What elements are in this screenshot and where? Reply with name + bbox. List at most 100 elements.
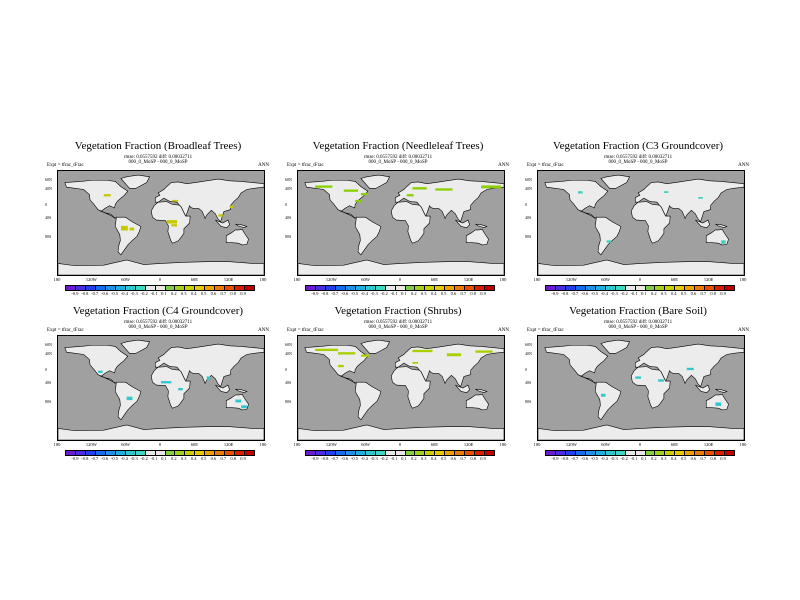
colorbar-swatch	[546, 286, 556, 290]
difference-patch	[578, 191, 583, 194]
colorbar-label: 0.5	[200, 456, 207, 461]
colorbar-swatch	[135, 451, 146, 455]
colorbar-swatch	[105, 286, 116, 290]
colorbar-labels: -0.9 -0.8 -0.7 -0.6 -0.5 -0.4 -0.3 -0.2 -0.1 0.1 0…	[305, 456, 493, 462]
panel-season: ANN	[498, 163, 509, 168]
colorbar-swatch	[145, 451, 156, 455]
colorbar-label: 0.4	[430, 291, 437, 296]
land-mass	[114, 216, 142, 256]
lon-tick-label: 180	[259, 442, 267, 447]
colorbar-label: 0.1	[401, 291, 407, 296]
panel-expt-center: 000_0_MoSP - 000_0_MoSP	[128, 160, 188, 165]
colorbar-swatch	[405, 286, 416, 290]
colorbar-label: 0.9	[240, 456, 246, 461]
lat-tick-label: 40S	[525, 380, 532, 386]
colorbar-swatch	[215, 451, 226, 455]
colorbar-label: 0.3	[660, 456, 667, 461]
colorbar-swatch	[225, 286, 236, 290]
colorbar-label: -0.9	[71, 291, 79, 296]
lon-tick-label: 120W	[565, 277, 577, 282]
land-mass	[304, 179, 369, 219]
lon-tick-label: 60W	[361, 277, 371, 282]
difference-patch	[446, 353, 462, 357]
colorbar-swatch	[335, 451, 346, 455]
colorbar-label: -0.5	[350, 456, 359, 461]
world-map	[538, 174, 744, 275]
colorbar-label: -0.1	[630, 456, 638, 461]
lat-tick-label: 40N	[285, 351, 292, 357]
lon-tick-label: 180	[259, 277, 267, 282]
colorbar-swatch	[355, 286, 366, 290]
colorbar-swatch	[105, 451, 116, 455]
colorbar-swatch	[655, 286, 666, 290]
panel-season: ANN	[738, 328, 749, 333]
colorbar-swatch	[485, 286, 495, 290]
colorbar-swatch	[475, 451, 486, 455]
colorbar-labels: -0.9 -0.8 -0.7 -0.6 -0.5 -0.4 -0.3 -0.2 -0.1 0.1 0…	[545, 456, 733, 462]
lon-tick-label: 60W	[121, 277, 131, 282]
lat-tick-label: 0	[525, 366, 527, 372]
lon-tick-label: 120E	[223, 442, 234, 447]
difference-patch	[206, 376, 211, 380]
difference-patch	[658, 379, 664, 382]
colorbar-swatch	[405, 451, 416, 455]
lat-tick-label: 0	[525, 201, 527, 207]
colorbar-label: -0.6	[581, 291, 589, 296]
colorbar-label: 0.2	[651, 291, 657, 296]
lat-tick-label: 40N	[45, 186, 52, 192]
colorbar-label: -0.1	[150, 291, 158, 296]
lat-tick-label: 40S	[285, 380, 292, 386]
colorbar-labels: -0.9 -0.8 -0.7 -0.6 -0.5 -0.4 -0.3 -0.2 -0.1 0.1 0…	[305, 291, 493, 297]
panel-title: Vegetation Fraction (Needleleaf Trees)	[312, 140, 484, 152]
colorbar-swatch	[95, 451, 106, 455]
colorbar-swatch	[435, 286, 446, 290]
colorbar-label: 0.7	[700, 291, 707, 296]
colorbar-label: -0.4	[360, 456, 368, 461]
colorbar-label: -0.8	[321, 456, 329, 461]
land-mass	[538, 424, 744, 440]
panel-stats: rmse: 0.0557592 diff: 0.00032711	[123, 320, 193, 325]
difference-patch	[412, 187, 427, 190]
lat-tick-label: 40N	[285, 186, 292, 192]
colorbar-label: 0.1	[401, 456, 407, 461]
colorbar-swatch	[125, 286, 136, 290]
colorbar-swatch	[465, 286, 476, 290]
colorbar-swatch	[725, 286, 735, 290]
colorbar-swatch	[205, 286, 216, 290]
land-mass	[465, 229, 489, 246]
map-panel: Vegetation Fraction (Shrubs) rmse: 0.0557…	[285, 305, 511, 477]
lat-tick-label: 60N	[45, 341, 52, 347]
colorbar-label: 0.5	[680, 291, 687, 296]
colorbar-swatch	[385, 286, 396, 290]
land-mass	[235, 223, 248, 228]
lon-tick-label: 60W	[601, 277, 611, 282]
panel-season: ANN	[258, 163, 269, 168]
lon-tick-label: 180	[293, 277, 301, 282]
colorbar-label: 0.9	[720, 291, 726, 296]
colorbar-label: -0.8	[81, 456, 89, 461]
colorbar-label: 0.9	[480, 456, 486, 461]
panel-expt-left: Expt = tfrac_tFrac	[287, 328, 324, 333]
panel-stats: rmse: 0.0557592 diff: 0.00032711	[363, 320, 433, 325]
colorbar	[305, 450, 495, 456]
panel-season: ANN	[738, 163, 749, 168]
colorbar-swatch	[355, 451, 366, 455]
colorbar-swatch	[245, 286, 255, 290]
colorbar-label: 0.9	[240, 291, 246, 296]
lon-tick-label: 60E	[190, 277, 198, 282]
colorbar-label: 0.7	[220, 456, 227, 461]
colorbar-label: -0.2	[620, 456, 628, 461]
colorbar-label: -0.2	[380, 456, 388, 461]
colorbar-label: 0.1	[161, 456, 167, 461]
colorbar-label: -0.9	[551, 291, 559, 296]
map-panel: Vegetation Fraction (Broadleaf Trees) rms…	[45, 140, 271, 312]
difference-patch	[412, 349, 433, 353]
lon-tick-label: 60E	[190, 442, 198, 447]
land-mass	[64, 344, 129, 384]
colorbar-label: -0.3	[610, 456, 618, 461]
colorbar-swatch	[585, 286, 596, 290]
colorbar-swatch	[465, 451, 476, 455]
lat-tick-label: 80S	[45, 234, 52, 240]
difference-patch	[166, 220, 178, 224]
colorbar-label: 0.6	[690, 291, 697, 296]
